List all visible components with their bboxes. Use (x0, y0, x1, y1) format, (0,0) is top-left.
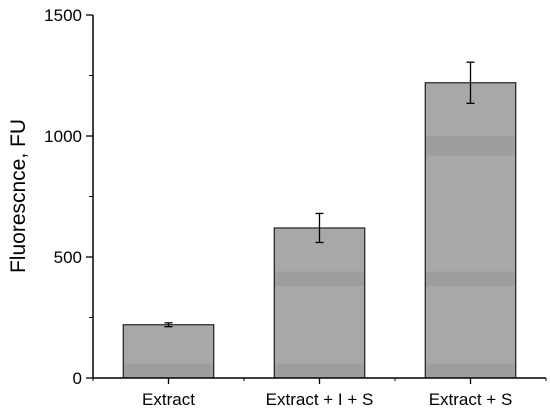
bar-shading-band (274, 271, 365, 287)
x-tick-label: Extract + I + S (266, 390, 374, 409)
y-tick-label: 1000 (44, 127, 82, 146)
bar (425, 82, 516, 378)
bar-shading-band (425, 136, 516, 156)
bar-shading-band (123, 363, 214, 378)
x-tick-label: Extract (142, 390, 195, 409)
y-tick-label: 0 (73, 369, 82, 388)
y-tick-label: 1500 (44, 6, 82, 25)
bar-shading-band (425, 271, 516, 287)
labels-layer: Extract Extract + I + S Extract + S 0 500 100… (44, 6, 512, 409)
error-bars-layer (164, 61, 475, 328)
x-tick-label: Extract + S (429, 390, 513, 409)
axes-layer (86, 14, 547, 384)
bar-shading-band (274, 363, 365, 378)
y-axis-title: Fluorescnce, FU (7, 119, 30, 273)
bar (274, 227, 365, 378)
bar-shading-band (425, 363, 516, 378)
y-tick-label: 500 (54, 248, 82, 267)
